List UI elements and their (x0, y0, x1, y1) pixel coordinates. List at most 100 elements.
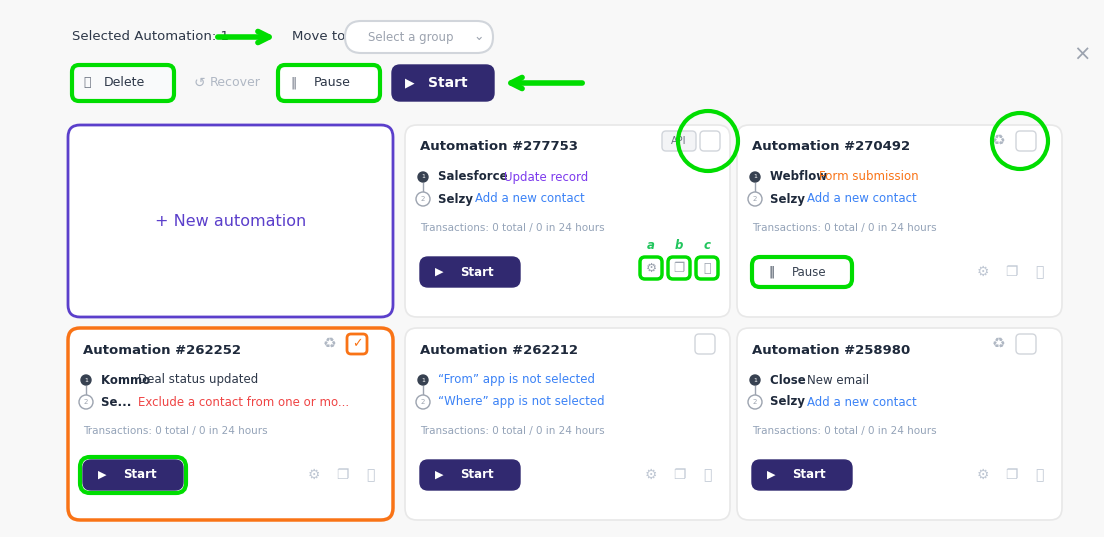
Text: Add a new contact: Add a new contact (807, 395, 916, 409)
Circle shape (81, 375, 91, 385)
Text: Selzy: Selzy (769, 192, 814, 206)
Text: 1: 1 (753, 378, 757, 382)
Text: Transactions: 0 total / 0 in 24 hours: Transactions: 0 total / 0 in 24 hours (752, 223, 936, 233)
FancyBboxPatch shape (405, 328, 730, 520)
FancyBboxPatch shape (752, 460, 852, 490)
Text: Automation #277753: Automation #277753 (420, 141, 578, 154)
Text: ▶: ▶ (767, 470, 775, 480)
FancyBboxPatch shape (72, 65, 174, 101)
Text: ▶: ▶ (435, 267, 443, 277)
Text: ❐: ❐ (673, 262, 684, 274)
Text: Recover: Recover (210, 76, 261, 90)
Text: ⚙: ⚙ (308, 468, 320, 482)
Text: Transactions: 0 total / 0 in 24 hours: Transactions: 0 total / 0 in 24 hours (420, 223, 605, 233)
Text: 2: 2 (753, 399, 757, 405)
FancyBboxPatch shape (700, 131, 720, 151)
Text: ↺: ↺ (193, 76, 205, 90)
Circle shape (416, 395, 429, 409)
Text: ▶: ▶ (405, 76, 415, 90)
Text: 1: 1 (421, 378, 425, 382)
Circle shape (750, 375, 760, 385)
Text: ✓: ✓ (352, 337, 362, 351)
Text: + New automation: + New automation (155, 214, 306, 229)
FancyBboxPatch shape (737, 125, 1062, 317)
Text: 2: 2 (421, 196, 425, 202)
Text: Kommo: Kommo (100, 374, 158, 387)
Text: ⚙: ⚙ (645, 468, 657, 482)
Text: Start: Start (793, 468, 826, 482)
Text: ×: × (1073, 45, 1091, 65)
Text: Transactions: 0 total / 0 in 24 hours: Transactions: 0 total / 0 in 24 hours (83, 426, 267, 436)
Text: Form submission: Form submission (818, 171, 919, 184)
Text: Close: Close (769, 374, 814, 387)
Text: Deal status updated: Deal status updated (138, 374, 258, 387)
Text: ⎙: ⎙ (703, 265, 711, 279)
Text: Start: Start (460, 265, 493, 279)
FancyBboxPatch shape (392, 65, 493, 101)
FancyBboxPatch shape (640, 257, 662, 279)
FancyBboxPatch shape (752, 257, 852, 287)
Text: ⎙: ⎙ (703, 262, 711, 274)
Text: Selected Automation: 1: Selected Automation: 1 (72, 31, 229, 43)
Text: Transactions: 0 total / 0 in 24 hours: Transactions: 0 total / 0 in 24 hours (752, 426, 936, 436)
FancyBboxPatch shape (696, 334, 715, 354)
Text: ▶: ▶ (98, 470, 106, 480)
Text: ♻: ♻ (323, 337, 337, 352)
Text: Selzy: Selzy (438, 192, 481, 206)
Text: ⚙: ⚙ (977, 265, 989, 279)
Text: b: b (675, 239, 683, 252)
Text: 🗑: 🗑 (83, 76, 91, 90)
FancyBboxPatch shape (696, 257, 718, 279)
Text: 1: 1 (753, 175, 757, 179)
Text: Transactions: 0 total / 0 in 24 hours: Transactions: 0 total / 0 in 24 hours (420, 426, 605, 436)
Text: Automation #270492: Automation #270492 (752, 141, 910, 154)
Circle shape (416, 192, 429, 206)
Text: New email: New email (807, 374, 869, 387)
Text: c: c (703, 239, 711, 252)
Text: “Where” app is not selected: “Where” app is not selected (438, 395, 605, 409)
Text: ❐: ❐ (336, 468, 348, 482)
Text: Add a new contact: Add a new contact (807, 192, 916, 206)
FancyBboxPatch shape (83, 460, 183, 490)
FancyBboxPatch shape (737, 328, 1062, 520)
Text: ❐: ❐ (672, 265, 686, 279)
FancyBboxPatch shape (668, 257, 690, 279)
Text: ⎙: ⎙ (703, 468, 711, 482)
Text: Automation #262212: Automation #262212 (420, 344, 578, 357)
Circle shape (79, 395, 93, 409)
Text: ❐: ❐ (1005, 265, 1017, 279)
Text: ❐: ❐ (672, 468, 686, 482)
FancyBboxPatch shape (662, 131, 696, 151)
Text: a: a (647, 239, 655, 252)
Text: Exclude a contact from one or mo...: Exclude a contact from one or mo... (138, 395, 349, 409)
Text: Move to: Move to (291, 31, 346, 43)
Text: Automation #262252: Automation #262252 (83, 344, 241, 357)
Text: ❐: ❐ (1005, 468, 1017, 482)
Text: 1: 1 (421, 175, 425, 179)
Text: Update record: Update record (505, 171, 588, 184)
FancyBboxPatch shape (1016, 334, 1036, 354)
FancyBboxPatch shape (1016, 131, 1036, 151)
Text: ‖: ‖ (290, 76, 297, 90)
Circle shape (750, 172, 760, 182)
FancyBboxPatch shape (68, 125, 393, 317)
Text: ▶: ▶ (435, 470, 443, 480)
Text: Se...: Se... (100, 395, 139, 409)
Text: ⚙: ⚙ (977, 468, 989, 482)
Text: ⚙: ⚙ (646, 262, 657, 274)
Text: ⚙: ⚙ (645, 265, 657, 279)
Text: ⎙: ⎙ (1034, 265, 1043, 279)
Text: ⎙: ⎙ (365, 468, 374, 482)
Text: 2: 2 (753, 196, 757, 202)
Text: Webflow: Webflow (769, 171, 836, 184)
Text: Add a new contact: Add a new contact (475, 192, 585, 206)
Circle shape (749, 395, 762, 409)
Text: 1: 1 (84, 378, 88, 382)
Text: Salesforce: Salesforce (438, 171, 516, 184)
FancyBboxPatch shape (420, 257, 520, 287)
Text: 2: 2 (84, 399, 88, 405)
Circle shape (418, 172, 428, 182)
Text: Start: Start (428, 76, 468, 90)
FancyBboxPatch shape (68, 328, 393, 520)
Text: ⌄: ⌄ (474, 31, 485, 43)
